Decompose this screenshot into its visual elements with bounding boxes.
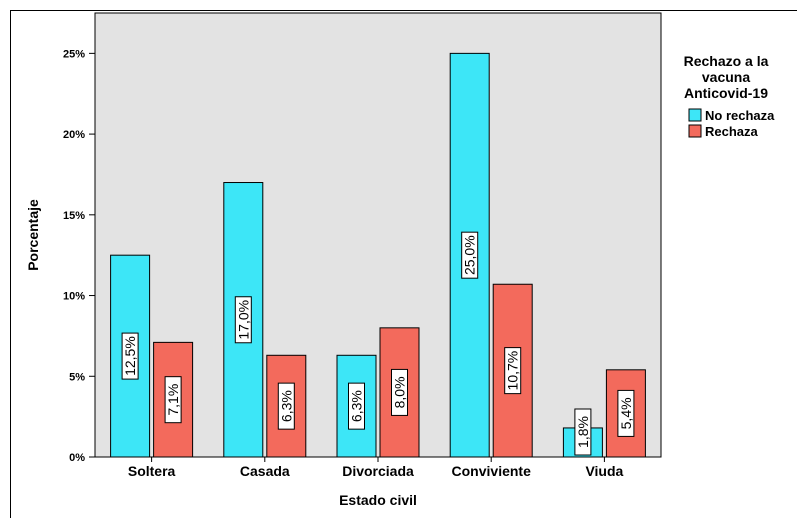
x-axis-title: Estado civil xyxy=(339,492,417,508)
legend-title-line: Rechazo a la xyxy=(684,53,769,69)
x-axis: Soltera Casada Divorciada Conviviente Viuda xyxy=(128,457,624,479)
data-label: 6,3% xyxy=(349,390,365,422)
data-label-box xyxy=(348,382,365,430)
data-label-box xyxy=(164,376,182,424)
data-label-box xyxy=(391,368,408,416)
y-tick-label: 0% xyxy=(69,452,85,464)
legend-label: No rechaza xyxy=(705,108,775,123)
data-label: 8,0% xyxy=(392,376,408,408)
y-axis-title: Porcentaje xyxy=(25,199,41,271)
data-label: 1,8% xyxy=(575,416,591,448)
data-label: 10,7% xyxy=(505,351,521,391)
data-label: 6,3% xyxy=(278,390,294,422)
y-tick-label: 10% xyxy=(63,291,85,303)
x-tick-label: Divorciada xyxy=(342,463,414,479)
legend-swatch xyxy=(688,108,702,122)
x-tick-label: Casada xyxy=(240,463,290,479)
bars: 12,5% 7,1% 17,0% 6,3% 6,3% 8,0% 25,0% 10,7% 1,8%… xyxy=(110,52,646,458)
y-axis: 0% 5% 10% 15% 20% 25% xyxy=(63,48,95,464)
data-label: 25,0% xyxy=(462,235,478,275)
data-label-group: 25,0% xyxy=(461,231,479,279)
data-label: 17,0% xyxy=(235,300,251,340)
chart-frame xyxy=(10,10,797,518)
data-label-group: 8,0% xyxy=(391,368,408,416)
y-tick-label: 25% xyxy=(63,48,85,60)
y-tick-label: 5% xyxy=(69,371,85,383)
legend-label: Rechaza xyxy=(705,124,759,139)
data-label: 7,1% xyxy=(165,384,181,416)
data-label-group: 6,3% xyxy=(277,382,295,430)
data-label-group: 5,4% xyxy=(617,389,635,437)
x-tick-label: Viuda xyxy=(585,463,623,479)
x-tick-label: Soltera xyxy=(128,463,176,479)
data-label-box xyxy=(234,296,252,344)
legend-swatch xyxy=(688,124,702,138)
x-tick-label: Conviviente xyxy=(452,463,532,479)
legend-title-line: vacuna xyxy=(702,69,750,85)
data-label-box xyxy=(617,389,635,437)
y-tick-label: 15% xyxy=(63,210,85,222)
data-label: 12,5% xyxy=(122,336,138,376)
legend-title-line: Anticovid-19 xyxy=(684,85,768,101)
y-tick-label: 20% xyxy=(63,129,85,141)
data-label-group: 12,5% xyxy=(121,332,139,380)
data-label-group: 1,8% xyxy=(574,408,592,456)
data-label-group: 6,3% xyxy=(348,382,365,430)
data-label: 5,4% xyxy=(618,397,634,429)
data-label-group: 10,7% xyxy=(504,347,522,395)
data-label-box xyxy=(504,347,522,395)
data-label-box xyxy=(574,408,592,456)
data-label-box xyxy=(121,332,139,380)
data-label-box xyxy=(277,382,295,430)
data-label-box xyxy=(461,231,479,279)
data-label-group: 17,0% xyxy=(234,296,252,344)
data-label-group: 7,1% xyxy=(164,376,182,424)
